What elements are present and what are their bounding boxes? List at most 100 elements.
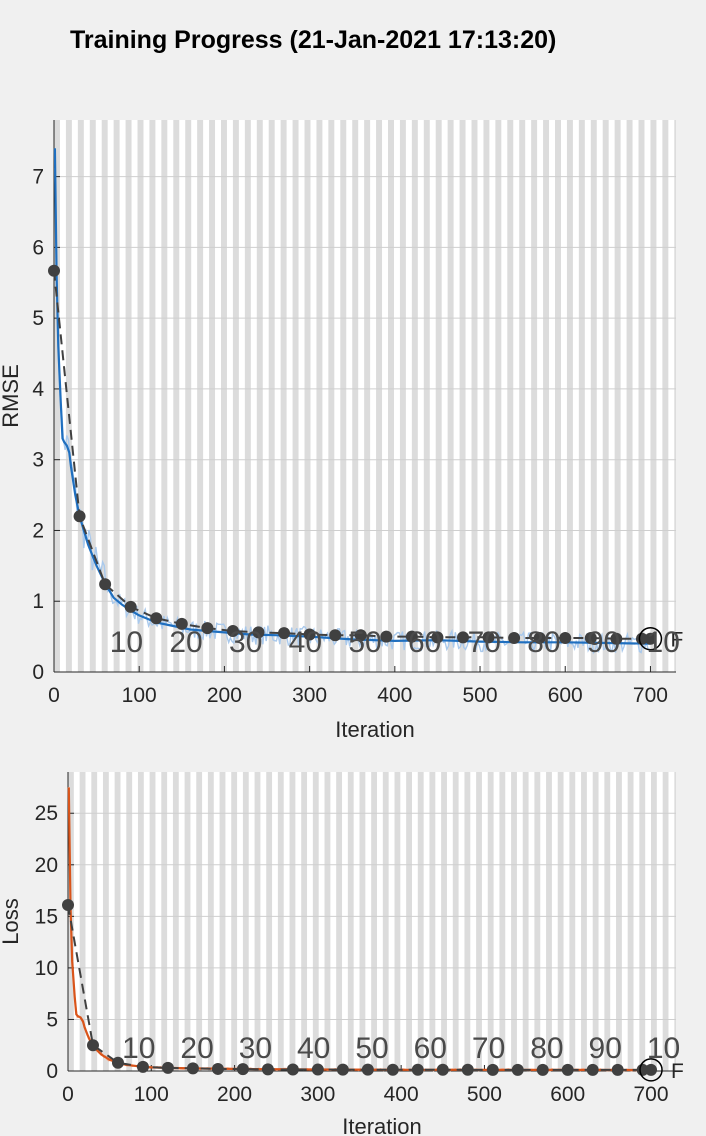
epoch-band — [79, 772, 86, 1071]
validation-point — [62, 899, 74, 912]
figure-title: Training Progress (21-Jan-2021 17:13:20) — [70, 26, 557, 54]
validation-point — [380, 630, 393, 643]
epoch-band — [359, 772, 366, 1071]
epoch-band — [555, 120, 561, 672]
epoch-label: 20 — [180, 1032, 213, 1065]
epoch-band — [616, 772, 622, 1071]
validation-point — [175, 617, 188, 630]
x-tick-label: 300 — [300, 1083, 335, 1106]
epoch-label: 40 — [297, 1032, 330, 1065]
epoch-band — [254, 772, 261, 1071]
x-axis-label: Iteration — [342, 1114, 422, 1136]
validation-point — [456, 631, 469, 644]
epoch-band — [137, 772, 144, 1071]
y-tick-label: 5 — [32, 307, 44, 330]
epoch-band — [244, 120, 251, 672]
x-tick-label: 500 — [463, 684, 498, 707]
x-tick-label: 700 — [633, 684, 668, 707]
validation-point — [610, 632, 623, 645]
y-axis-label: Loss — [0, 898, 23, 944]
validation-point — [559, 632, 572, 645]
validation-point — [386, 1063, 399, 1076]
epoch-band — [569, 772, 576, 1071]
y-tick-label: 20 — [35, 854, 58, 877]
epoch-band — [77, 120, 84, 672]
epoch-band — [499, 772, 506, 1071]
epoch-band — [102, 772, 109, 1071]
epoch-band — [242, 772, 249, 1071]
epoch-band — [209, 120, 216, 672]
y-tick-label: 1 — [32, 590, 44, 613]
epoch-label: 80 — [527, 626, 560, 659]
epoch-band — [266, 772, 273, 1071]
validation-point — [561, 1063, 574, 1076]
epoch-band — [352, 120, 359, 672]
epoch-band — [207, 772, 214, 1071]
validation-point — [584, 632, 597, 645]
x-tick-label: 200 — [217, 1083, 252, 1106]
epoch-label: 60 — [408, 626, 441, 659]
epoch-band — [411, 120, 418, 672]
validation-point — [161, 1061, 174, 1074]
epoch-band — [441, 772, 447, 1071]
epoch-band — [543, 120, 550, 672]
validation-point — [411, 1063, 424, 1076]
x-axis-label: Iteration — [335, 717, 415, 742]
validation-point — [311, 1063, 324, 1076]
epoch-band — [324, 772, 331, 1071]
epoch-band — [336, 772, 343, 1071]
epoch-band — [382, 772, 389, 1071]
epoch-band — [221, 120, 227, 672]
validation-point — [286, 1063, 299, 1076]
epoch-band — [312, 772, 319, 1071]
final-marker-label: F — [671, 1060, 684, 1083]
final-marker — [639, 1058, 663, 1082]
epoch-band — [268, 120, 275, 672]
validation-point — [611, 1063, 624, 1076]
epoch-band — [161, 772, 168, 1071]
y-tick-label: 25 — [35, 802, 58, 825]
epoch-label: 60 — [414, 1032, 447, 1065]
validation-point — [73, 510, 86, 523]
validation-point — [586, 1063, 599, 1076]
epoch-label: 90 — [589, 1032, 622, 1065]
epoch-band — [292, 120, 299, 672]
y-axis-label: RMSE — [0, 364, 23, 428]
validation-point — [644, 632, 657, 645]
epoch-band — [435, 120, 442, 672]
epoch-label: 50 — [348, 626, 381, 659]
epoch-band — [519, 120, 526, 672]
y-tick-label: 15 — [35, 905, 58, 928]
epoch-band — [277, 772, 284, 1071]
x-tick-label: 100 — [122, 684, 157, 707]
x-tick-label: 400 — [384, 1083, 419, 1106]
epoch-band — [280, 120, 287, 672]
validation-point — [336, 1063, 349, 1076]
validation-point — [86, 1039, 99, 1052]
epoch-band — [650, 120, 657, 672]
validation-point — [211, 1062, 224, 1075]
epoch-label: 90 — [587, 626, 620, 659]
epoch-band — [172, 772, 179, 1071]
epoch-band — [476, 772, 482, 1071]
y-tick-label: 5 — [46, 1008, 58, 1031]
validation-point — [261, 1063, 274, 1076]
epoch-band — [54, 120, 60, 672]
epoch-band — [256, 120, 263, 672]
epoch-label: 20 — [169, 626, 202, 659]
epoch-band — [581, 772, 587, 1071]
epoch-band — [614, 120, 621, 672]
epoch-band — [113, 120, 120, 672]
epoch-band — [376, 120, 383, 672]
epoch-band — [507, 120, 514, 672]
epoch-label: 70 — [468, 626, 501, 659]
validation-point — [136, 1060, 149, 1073]
validation-point — [48, 264, 60, 277]
epoch-label: 10 — [647, 626, 680, 659]
epoch-label: 40 — [289, 626, 322, 659]
epoch-band — [91, 772, 98, 1071]
epoch-label: 30 — [239, 1032, 272, 1065]
epoch-label: 10 — [647, 1032, 680, 1065]
validation-point — [361, 1063, 374, 1076]
